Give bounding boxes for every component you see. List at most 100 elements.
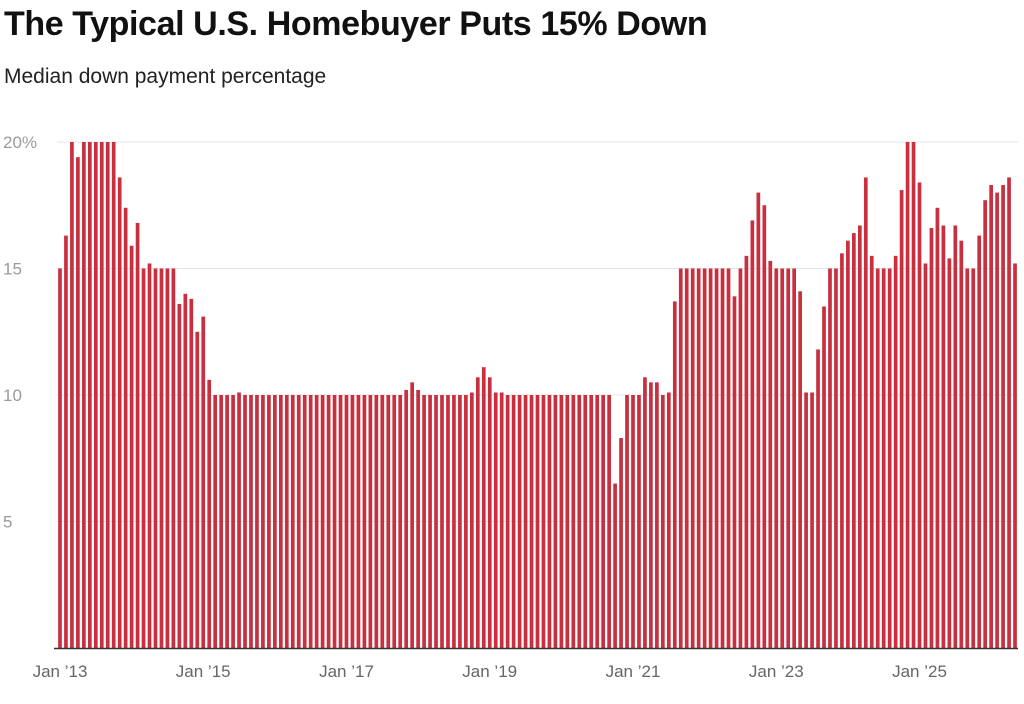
bar xyxy=(661,395,665,648)
x-tick-label: Jan ’23 xyxy=(749,662,804,681)
bar xyxy=(159,268,164,648)
bar xyxy=(732,296,737,648)
gridlines xyxy=(57,141,1018,522)
bar xyxy=(93,142,98,648)
bar xyxy=(547,395,552,648)
bar xyxy=(666,392,671,648)
bar xyxy=(99,142,104,648)
bar xyxy=(410,382,414,648)
bar xyxy=(308,395,313,648)
bar xyxy=(237,392,241,648)
bar xyxy=(750,220,755,648)
bar xyxy=(756,192,761,648)
bar xyxy=(290,395,295,648)
bar xyxy=(529,395,534,648)
bar xyxy=(995,192,999,648)
bar xyxy=(869,255,874,648)
bar xyxy=(672,301,677,648)
bar xyxy=(135,222,140,648)
bar xyxy=(911,142,916,648)
bar xyxy=(989,185,993,648)
bar xyxy=(577,395,582,648)
bar xyxy=(792,268,797,648)
bar xyxy=(511,395,516,648)
bar xyxy=(983,200,988,648)
bar xyxy=(822,306,826,648)
bar xyxy=(935,207,940,648)
bar xyxy=(225,395,229,648)
bar xyxy=(702,268,707,648)
bar xyxy=(416,389,420,648)
bar xyxy=(207,379,212,648)
bar xyxy=(201,316,206,648)
bar xyxy=(267,395,271,648)
bar xyxy=(255,395,259,648)
bar xyxy=(798,291,802,648)
bar xyxy=(583,395,588,648)
y-tick-label: 5 xyxy=(3,513,12,532)
bar xyxy=(744,255,749,648)
bar xyxy=(165,268,170,648)
chart-title: The Typical U.S. Homebuyer Puts 15% Down xyxy=(4,5,708,43)
bar xyxy=(684,268,689,648)
bar xyxy=(458,395,462,648)
bar xyxy=(1007,177,1011,649)
bar xyxy=(947,258,952,648)
y-tick-label: 10 xyxy=(3,386,22,405)
bar xyxy=(284,395,289,648)
bar xyxy=(517,395,522,648)
bar xyxy=(344,395,349,648)
bar xyxy=(649,382,653,648)
bar xyxy=(278,395,283,648)
bar xyxy=(87,142,92,648)
bar xyxy=(810,392,814,648)
bar xyxy=(153,268,158,648)
bar xyxy=(70,142,74,648)
bar xyxy=(481,367,486,648)
bar xyxy=(386,395,391,648)
bar xyxy=(76,157,80,648)
bar xyxy=(816,349,820,648)
bar xyxy=(828,268,832,648)
bar xyxy=(428,395,432,648)
bar xyxy=(953,225,958,649)
bar xyxy=(601,395,606,648)
bar xyxy=(464,395,468,648)
y-tick-label: 20% xyxy=(3,133,37,152)
bar xyxy=(696,268,701,648)
bar xyxy=(219,395,223,648)
bar xyxy=(708,268,713,648)
bar xyxy=(296,395,301,648)
bar xyxy=(475,377,480,648)
bar xyxy=(619,438,623,648)
bar xyxy=(780,268,785,648)
bar xyxy=(840,253,844,648)
bar xyxy=(314,395,319,648)
axes: 20% 15 10 5 Jan ’13 Jan ’15 Jan ’17 Jan ’19 Jan … xyxy=(3,133,1018,681)
bar xyxy=(261,395,265,648)
x-tick-label: Jan ’21 xyxy=(606,662,661,681)
bar xyxy=(404,389,409,648)
bar xyxy=(613,483,617,648)
bar xyxy=(977,235,982,649)
bar xyxy=(487,377,492,648)
bar xyxy=(768,260,773,648)
bar xyxy=(971,268,976,648)
bar xyxy=(422,395,426,648)
bar xyxy=(123,207,128,648)
bar xyxy=(881,268,886,648)
bar xyxy=(559,395,564,648)
bar xyxy=(440,395,444,648)
bar xyxy=(965,268,970,648)
bar xyxy=(129,245,134,649)
x-tick-label: Jan ’15 xyxy=(176,662,231,681)
bar xyxy=(565,395,570,648)
x-tick-label: Jan ’17 xyxy=(319,662,374,681)
bar xyxy=(852,233,856,648)
bar xyxy=(655,382,659,648)
bar xyxy=(762,205,767,648)
bar xyxy=(195,331,200,648)
x-tick-label: Jan ’13 xyxy=(33,662,88,681)
